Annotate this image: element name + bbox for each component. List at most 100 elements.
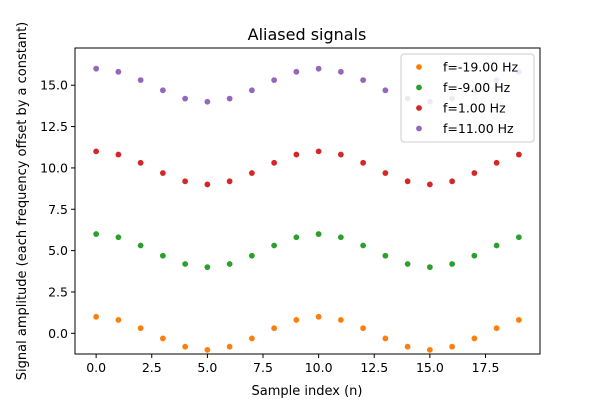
legend-marker	[416, 64, 422, 70]
data-point	[360, 159, 367, 166]
legend: f=-19.00 Hz f=-9.00 Hz f=1.00 Hz f=11.00 Hz	[400, 53, 535, 143]
data-point	[204, 181, 211, 188]
x-tick-label: 17.5	[472, 360, 500, 375]
data-point	[159, 87, 166, 94]
data-point	[115, 317, 122, 323]
data-point	[226, 95, 233, 102]
data-point	[515, 151, 522, 158]
data-point	[493, 159, 500, 166]
series-2	[93, 148, 522, 188]
data-point	[315, 148, 322, 155]
legend-marker	[416, 84, 422, 91]
data-point	[449, 261, 456, 267]
legend-frame	[400, 53, 535, 143]
data-point	[404, 343, 411, 350]
data-point	[315, 65, 322, 72]
data-point	[337, 68, 344, 75]
chart-title: Aliased signals	[248, 25, 367, 44]
axes-frame	[74, 47, 541, 355]
data-point	[426, 346, 433, 353]
data-point	[493, 325, 500, 332]
data-point	[93, 148, 100, 155]
data-point	[337, 317, 344, 323]
data-point	[182, 95, 189, 102]
y-axis-label: Signal amplitude (each frequency offset …	[15, 22, 30, 380]
x-tick-label: 12.5	[360, 360, 388, 375]
data-point	[337, 151, 344, 158]
x-tick-label: 10.0	[305, 360, 333, 375]
data-point	[471, 170, 478, 176]
data-point	[182, 343, 189, 350]
legend-label: f=11.00 Hz	[443, 121, 514, 136]
data-point	[337, 234, 344, 241]
data-point	[293, 151, 300, 158]
data-point	[137, 159, 144, 166]
y-tick-label: 2.5	[48, 284, 68, 299]
legend-label: f=-9.00 Hz	[443, 80, 511, 95]
data-point	[382, 87, 389, 94]
data-point	[404, 178, 411, 185]
data-point	[271, 242, 278, 249]
data-point	[137, 77, 144, 84]
x-tick-label: 5.0	[197, 360, 217, 375]
data-point	[204, 98, 211, 105]
data-point	[315, 231, 322, 237]
legend-label: f=1.00 Hz	[443, 101, 506, 116]
legend-marker	[416, 105, 422, 111]
legend-label: f=-19.00 Hz	[443, 60, 519, 75]
data-point	[315, 313, 322, 320]
data-point	[360, 325, 367, 332]
data-point	[115, 151, 122, 158]
data-point	[360, 242, 367, 249]
data-point	[137, 242, 144, 249]
data-point	[248, 335, 255, 342]
data-point	[493, 242, 500, 249]
data-point	[182, 178, 189, 185]
data-point	[115, 68, 122, 75]
y-tick-label: 12.5	[40, 119, 68, 134]
y-tick-label: 15.0	[40, 78, 68, 93]
series-0	[93, 313, 522, 353]
data-point	[248, 252, 255, 259]
y-tick-label: 7.5	[48, 202, 68, 217]
data-point	[426, 181, 433, 188]
series-1	[93, 231, 522, 271]
data-point	[226, 261, 233, 267]
x-tick-label: 7.5	[253, 360, 273, 375]
data-point	[204, 264, 211, 271]
y-axis: 0.0 2.5 5.0 7.5 10.0 12.5 15.0	[40, 78, 75, 341]
data-point	[115, 234, 122, 241]
x-axis-label: Sample index (n)	[252, 384, 363, 399]
data-point	[93, 231, 100, 237]
data-point	[449, 343, 456, 350]
data-point	[248, 170, 255, 176]
data-point	[293, 317, 300, 323]
data-point	[271, 159, 278, 166]
legend-marker	[416, 125, 422, 132]
data-point	[182, 261, 189, 267]
data-point	[93, 65, 100, 72]
data-point	[293, 68, 300, 75]
data-point	[293, 234, 300, 241]
y-tick-label: 0.0	[48, 326, 68, 341]
data-point	[471, 252, 478, 259]
x-axis: 0.0 2.5 5.0 7.5 10.0 12.5 15.0 17.5	[86, 354, 499, 375]
data-point	[404, 261, 411, 267]
data-point	[248, 87, 255, 94]
data-point	[204, 346, 211, 353]
data-point	[159, 170, 166, 176]
data-point	[382, 252, 389, 259]
data-point	[515, 317, 522, 323]
data-point	[93, 313, 100, 320]
data-point	[159, 252, 166, 259]
data-point	[382, 335, 389, 342]
data-point	[271, 77, 278, 84]
y-tick-label: 10.0	[40, 160, 68, 175]
data-point	[360, 77, 367, 84]
data-point	[426, 264, 433, 271]
y-tick-label: 5.0	[48, 243, 68, 258]
data-point	[137, 325, 144, 332]
data-point	[471, 335, 478, 342]
data-point	[226, 178, 233, 185]
